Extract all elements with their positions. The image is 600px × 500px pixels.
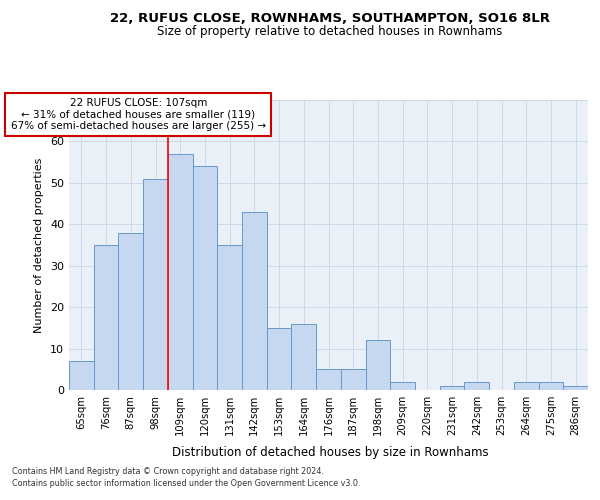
Text: Size of property relative to detached houses in Rownhams: Size of property relative to detached ho… xyxy=(157,24,503,38)
Bar xyxy=(316,370,341,390)
Bar xyxy=(365,340,390,390)
Bar xyxy=(94,245,118,390)
Bar xyxy=(267,328,292,390)
Bar xyxy=(514,382,539,390)
Bar xyxy=(193,166,217,390)
Text: Distribution of detached houses by size in Rownhams: Distribution of detached houses by size … xyxy=(172,446,488,459)
Bar xyxy=(464,382,489,390)
Bar xyxy=(390,382,415,390)
Bar xyxy=(563,386,588,390)
Bar xyxy=(341,370,365,390)
Y-axis label: Number of detached properties: Number of detached properties xyxy=(34,158,44,332)
Bar xyxy=(539,382,563,390)
Text: Contains HM Land Registry data © Crown copyright and database right 2024.: Contains HM Land Registry data © Crown c… xyxy=(12,467,324,476)
Bar xyxy=(69,361,94,390)
Text: Contains public sector information licensed under the Open Government Licence v3: Contains public sector information licen… xyxy=(12,478,361,488)
Bar xyxy=(440,386,464,390)
Bar xyxy=(168,154,193,390)
Text: 22, RUFUS CLOSE, ROWNHAMS, SOUTHAMPTON, SO16 8LR: 22, RUFUS CLOSE, ROWNHAMS, SOUTHAMPTON, … xyxy=(110,12,550,26)
Bar xyxy=(118,232,143,390)
Bar xyxy=(292,324,316,390)
Bar xyxy=(143,178,168,390)
Bar xyxy=(217,245,242,390)
Text: 22 RUFUS CLOSE: 107sqm
← 31% of detached houses are smaller (119)
67% of semi-de: 22 RUFUS CLOSE: 107sqm ← 31% of detached… xyxy=(11,98,266,131)
Bar xyxy=(242,212,267,390)
